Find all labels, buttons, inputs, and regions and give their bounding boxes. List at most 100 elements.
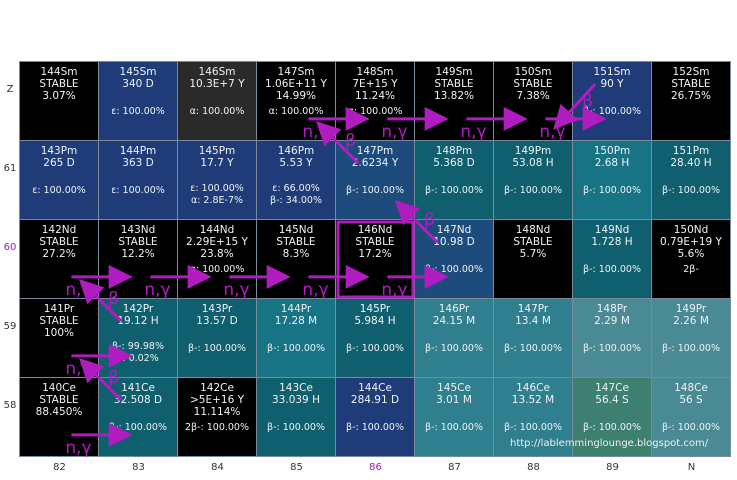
decay-mode: β-: 100.00% — [188, 343, 246, 354]
cell-text: 100% — [43, 327, 75, 339]
cell-text: 146Sm — [198, 66, 236, 78]
nuclide-cell: 148Pr 2.29 M β-: 100.00% — [573, 299, 652, 378]
decay-mode: β-: 100.00% — [504, 343, 562, 354]
neutron-capture-label: n,γ — [302, 280, 328, 300]
cell-text: 146Pm — [277, 145, 315, 157]
highlight-box — [336, 220, 415, 299]
cell-text: 13.57 D — [196, 315, 238, 327]
cell-text: 5.368 D — [433, 157, 475, 169]
cell-text: 143Ce — [279, 382, 313, 394]
cell-text: STABLE — [671, 78, 711, 90]
beta-decay-label: β — [424, 210, 435, 230]
decay-mode: β-: 100.00% — [425, 264, 483, 275]
decay-mode: β-: 100.00% — [425, 422, 483, 433]
cell-text: 26.75% — [670, 90, 712, 102]
nuclide-cell: 148Nd STABLE 5.7% — [494, 220, 573, 299]
nuclide-cell: 143Pr 13.57 D β-: 100.00% — [178, 299, 257, 378]
cell-text: 10.3E+7 Y — [189, 78, 245, 90]
nuclide-cell: 144Pr 17.28 M β-: 100.00% — [257, 299, 336, 378]
beta-decay-arrow — [394, 199, 439, 244]
decay-mode: β-: 100.00% — [583, 264, 641, 275]
n-axis-label: 82 — [53, 462, 66, 473]
source-url: http://lablemminglounge.blogspot.com/ — [510, 438, 709, 449]
decay-mode: ε: 100.00% — [32, 185, 86, 196]
cell-text: 8.3% — [282, 248, 310, 260]
cell-text: 146Nd — [357, 224, 393, 236]
nuclide-cell: 143Ce 33.039 H β-: 100.00% — [257, 378, 336, 457]
n-axis-label: 87 — [448, 462, 461, 473]
cell-text: 19.12 H — [117, 315, 159, 327]
cell-text: 145Pm — [198, 145, 236, 157]
cell-text: 3.07% — [42, 90, 76, 102]
cell-text: 14.99% — [275, 90, 317, 102]
cell-text: STABLE — [39, 236, 79, 248]
neutron-capture-label: n,γ — [223, 280, 249, 300]
nuclide-cell: 146Sm 10.3E+7 Y α: 100.00% — [178, 62, 257, 141]
nuclide-cell: 140Ce STABLE 88.450% — [20, 378, 99, 457]
nuclide-cell: 142Nd STABLE 27.2% — [20, 220, 99, 299]
cell-text: 32.508 D — [113, 394, 163, 406]
cell-text: 144Ce — [358, 382, 392, 394]
neutron-capture-label: n,γ — [65, 438, 91, 458]
nuclide-cell: 149Pr 2.26 M β-: 100.00% — [652, 299, 731, 378]
cell-text: STABLE — [355, 236, 395, 248]
nuclide-cell: 149Nd 1.728 H β-: 100.00% — [573, 220, 652, 299]
nuclide-cell: 151Pm 28.40 H β-: 100.00% — [652, 141, 731, 220]
cell-text: 7.38% — [516, 90, 550, 102]
z-axis-label: Z — [6, 83, 14, 95]
cell-text: 142Nd — [41, 224, 77, 236]
cell-text: 148Pr — [596, 303, 628, 315]
cell-text: 5.984 H — [354, 315, 396, 327]
cell-text: 144Pm — [119, 145, 157, 157]
cell-text: 147Nd — [436, 224, 472, 236]
cell-text: 7E+15 Y — [352, 78, 398, 90]
n-axis-label: N — [687, 462, 696, 473]
cell-text: 90 Y — [600, 78, 624, 90]
cell-text: STABLE — [39, 394, 79, 406]
beta-decay-arrow — [78, 357, 123, 402]
cell-text: >5E+16 Y — [189, 394, 245, 406]
nuclide-cell: 147Pr 13.4 M β-: 100.00% — [494, 299, 573, 378]
cell-text: 56.4 S — [595, 394, 629, 406]
cell-text: 149Nd — [594, 224, 630, 236]
cell-text: 149Sm — [435, 66, 473, 78]
decay-mode: β-: 100.00% — [425, 185, 483, 196]
cell-text: 142Ce — [200, 382, 234, 394]
beta-decay-label: β — [345, 131, 356, 151]
decay-mode: β-: 100.00% — [504, 422, 562, 433]
cell-text: 5.7% — [519, 248, 547, 260]
neutron-capture-label: n,γ — [302, 122, 328, 142]
cell-text: 23.8% — [200, 248, 234, 260]
decay-mode: ε: 0.02% — [117, 353, 159, 364]
cell-text: 1.06E+11 Y — [265, 78, 327, 90]
z-axis-label: 61 — [3, 162, 17, 174]
cell-text: 144Pr — [280, 303, 312, 315]
neutron-capture-label: n,γ — [539, 122, 565, 142]
cell-text: 149Pm — [514, 145, 552, 157]
decay-mode: ε: 100.00% — [111, 106, 165, 117]
nuclide-cell: 150Nd 0.79E+19 Y 5.6% 2β- — [652, 220, 731, 299]
cell-text: 148Nd — [515, 224, 551, 236]
cell-text: 3.01 M — [436, 394, 472, 406]
cell-text: 5.6% — [677, 248, 705, 260]
cell-text: 143Nd — [120, 224, 156, 236]
cell-text: 1.728 H — [591, 236, 633, 248]
cell-text: STABLE — [513, 78, 553, 90]
cell-text: 141Ce — [121, 382, 155, 394]
cell-text: 10.98 D — [433, 236, 475, 248]
decay-mode: ε: 66.00% — [272, 183, 320, 194]
n-axis-label: 86 — [369, 462, 382, 473]
cell-text: 148Pm — [435, 145, 473, 157]
nuclide-cell: 144Pm 363 D ε: 100.00% — [99, 141, 178, 220]
cell-text: 151Pm — [672, 145, 710, 157]
nuclide-cell: 148Pm 5.368 D β-: 100.00% — [415, 141, 494, 220]
cell-text: 11.114% — [193, 406, 241, 418]
nuclide-cell: 146Pr 24.15 M β-: 100.00% — [415, 299, 494, 378]
cell-text: 144Sm — [40, 66, 78, 78]
z-axis-label: 58 — [3, 399, 17, 411]
decay-mode: β-: 100.00% — [267, 343, 325, 354]
cell-text: 141Pr — [43, 303, 75, 315]
cell-text: 265 D — [43, 157, 75, 169]
decay-mode: 2β-: 100.00% — [184, 422, 250, 433]
